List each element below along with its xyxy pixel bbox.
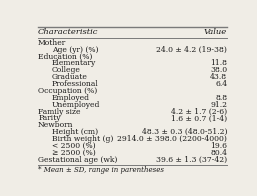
Text: Parity: Parity <box>38 114 61 122</box>
Text: Age (yr) (%): Age (yr) (%) <box>52 46 98 54</box>
Text: 48.3 ± 0.3 (48.0-51.2): 48.3 ± 0.3 (48.0-51.2) <box>142 128 227 136</box>
Text: 11.8: 11.8 <box>210 59 227 67</box>
Text: Education (%): Education (%) <box>38 53 93 61</box>
Text: Newborn: Newborn <box>38 121 74 129</box>
Text: 91.2: 91.2 <box>210 101 227 109</box>
Text: Employed: Employed <box>52 94 90 102</box>
Text: 2914.0 ± 398.0 (2200-4000): 2914.0 ± 398.0 (2200-4000) <box>117 135 227 143</box>
Text: 6.4: 6.4 <box>215 80 227 88</box>
Text: Family size: Family size <box>38 108 81 116</box>
Text: Gestational age (wk): Gestational age (wk) <box>38 156 117 164</box>
Text: Height (cm): Height (cm) <box>52 128 98 136</box>
Text: Elementary: Elementary <box>52 59 96 67</box>
Text: Unemployed: Unemployed <box>52 101 100 109</box>
Text: Birth weight (g): Birth weight (g) <box>52 135 113 143</box>
Text: ≥ 2500 (%): ≥ 2500 (%) <box>52 149 96 157</box>
Text: 1.6 ± 0.7 (1-4): 1.6 ± 0.7 (1-4) <box>171 114 227 122</box>
Text: Occupation (%): Occupation (%) <box>38 87 97 95</box>
Text: Value: Value <box>204 28 227 36</box>
Text: 4.2 ± 1.7 (2-6): 4.2 ± 1.7 (2-6) <box>171 108 227 116</box>
Text: 39.6 ± 1.3 (37-42): 39.6 ± 1.3 (37-42) <box>156 156 227 164</box>
Text: College: College <box>52 66 81 74</box>
Text: Characteristic: Characteristic <box>38 28 99 36</box>
Text: Professional: Professional <box>52 80 99 88</box>
Text: 8.8: 8.8 <box>215 94 227 102</box>
Text: < 2500 (%): < 2500 (%) <box>52 142 96 150</box>
Text: Graduate: Graduate <box>52 73 88 81</box>
Text: 43.8: 43.8 <box>210 73 227 81</box>
Text: 19.6: 19.6 <box>210 142 227 150</box>
Text: 80.4: 80.4 <box>210 149 227 157</box>
Text: 38.0: 38.0 <box>210 66 227 74</box>
Text: * Mean ± SD, range in parentheses: * Mean ± SD, range in parentheses <box>38 166 164 174</box>
Text: Mother: Mother <box>38 39 66 47</box>
Text: 24.0 ± 4.2 (19-38): 24.0 ± 4.2 (19-38) <box>157 46 227 54</box>
